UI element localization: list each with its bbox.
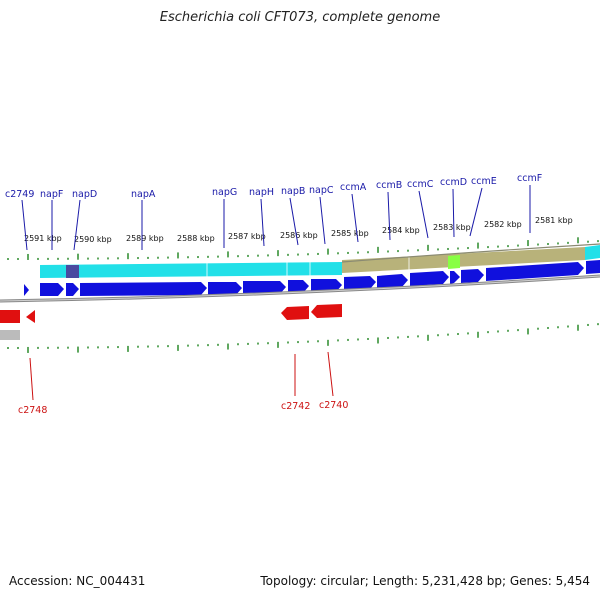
gene-leader-line [289, 197, 299, 246]
kbp-label: 2582 kbp [484, 220, 522, 229]
band-segment-cyan-end[interactable] [585, 245, 600, 260]
gene-label-ccmA[interactable]: ccmA [340, 182, 367, 193]
annotation-band [40, 243, 600, 278]
forward-gene-arrow[interactable] [486, 262, 584, 281]
forward-gene-arrow[interactable] [377, 274, 408, 289]
gene-leader-line [418, 190, 429, 239]
reverse-gene-arrow[interactable] [311, 304, 342, 318]
forward-gene-arrow[interactable] [450, 271, 460, 284]
gene-label-napB[interactable]: napB [281, 186, 305, 197]
gene-label-napC[interactable]: napC [309, 185, 334, 196]
forward-gene-arrow[interactable] [410, 271, 449, 286]
gene-leader-line [351, 193, 359, 243]
kbp-label: 2586 kbp [280, 231, 318, 240]
kbp-label: 2590 kbp [74, 235, 112, 244]
gene-leader-line [319, 196, 326, 245]
forward-gene-arrow[interactable] [66, 283, 79, 296]
map-title: Escherichia coli CFT073, complete genome [159, 10, 441, 25]
reverse-gene-arrow[interactable] [0, 310, 20, 323]
gene-label-napD[interactable]: napD [72, 189, 97, 200]
forward-gene-arrow[interactable] [288, 280, 309, 293]
reverse-gene-labels: c2748 c2742 c2740 [18, 351, 348, 416]
gene-leader-line [73, 199, 81, 251]
gene-leader-line [21, 199, 28, 251]
forward-strand-genes [24, 260, 600, 296]
gene-label-c2749[interactable]: c2749 [5, 189, 34, 200]
forward-gene-arrow[interactable] [24, 284, 29, 296]
gene-label-ccmF[interactable]: ccmF [517, 173, 542, 184]
forward-gene-arrow[interactable] [40, 283, 64, 296]
gene-label-c2742[interactable]: c2742 [281, 401, 310, 412]
gene-label-ccmD[interactable]: ccmD [440, 177, 467, 188]
gene-leader-line [260, 198, 265, 247]
forward-gene-arrow[interactable] [344, 276, 376, 290]
band-segment-cyan[interactable] [40, 262, 342, 278]
gene-label-ccmC[interactable]: ccmC [407, 179, 434, 190]
gene-label-napH[interactable]: napH [249, 187, 274, 198]
reverse-gene-arrow[interactable] [281, 306, 309, 320]
gene-leader-line [469, 187, 483, 237]
gene-leader-line [327, 351, 334, 397]
band-segment-navy[interactable] [66, 265, 79, 278]
forward-gene-arrow[interactable] [311, 279, 342, 292]
forward-gene-arrow[interactable] [208, 282, 242, 295]
forward-gene-labels: c2749 napF napD napA napG napH napB napC… [5, 173, 542, 251]
genome-summary-label: Topology: circular; Length: 5,231,428 bp… [260, 574, 590, 588]
forward-gene-arrow[interactable] [461, 269, 484, 283]
forward-gene-arrow[interactable] [243, 281, 286, 294]
genome-backbone-inner [0, 275, 600, 302]
kbp-label: 2583 kbp [433, 223, 471, 232]
kbp-label: 2591 kbp [24, 234, 62, 243]
gene-leader-line [387, 191, 391, 241]
kbp-label: 2587 kbp [228, 232, 266, 241]
kbp-label: 2589 kbp [126, 234, 164, 243]
forward-gene-arrow[interactable] [80, 282, 207, 296]
gene-label-c2748[interactable]: c2748 [18, 405, 47, 416]
reverse-gene-arrow[interactable] [26, 310, 35, 323]
gene-label-napA[interactable]: napA [131, 189, 156, 200]
gene-label-napF[interactable]: napF [40, 189, 63, 200]
kbp-label: 2584 kbp [382, 226, 420, 235]
band-segment-lime[interactable] [448, 255, 460, 269]
kbp-label: 2581 kbp [535, 216, 573, 225]
gene-label-napG[interactable]: napG [212, 187, 237, 198]
forward-gene-arrow[interactable] [586, 260, 600, 274]
kbp-label: 2588 kbp [177, 234, 215, 243]
kbp-label-row: 2591 kbp 2590 kbp 2589 kbp 2588 kbp 2587… [24, 216, 573, 244]
gene-leader-line [452, 188, 455, 238]
gene-label-c2740[interactable]: c2740 [319, 400, 348, 411]
reverse-strand-genes [0, 304, 342, 323]
kbp-label: 2585 kbp [331, 229, 369, 238]
band-segment-olive[interactable] [342, 247, 585, 273]
top-tick-row [7, 237, 599, 260]
grey-feature-block[interactable] [0, 330, 20, 340]
bottom-tick-row [7, 323, 599, 353]
gene-leader-line [29, 357, 34, 401]
accession-label: Accession: NC_004431 [9, 574, 146, 588]
band-top-edge [341, 243, 600, 263]
gene-label-ccmE[interactable]: ccmE [471, 176, 497, 187]
gene-label-ccmB[interactable]: ccmB [376, 180, 402, 191]
